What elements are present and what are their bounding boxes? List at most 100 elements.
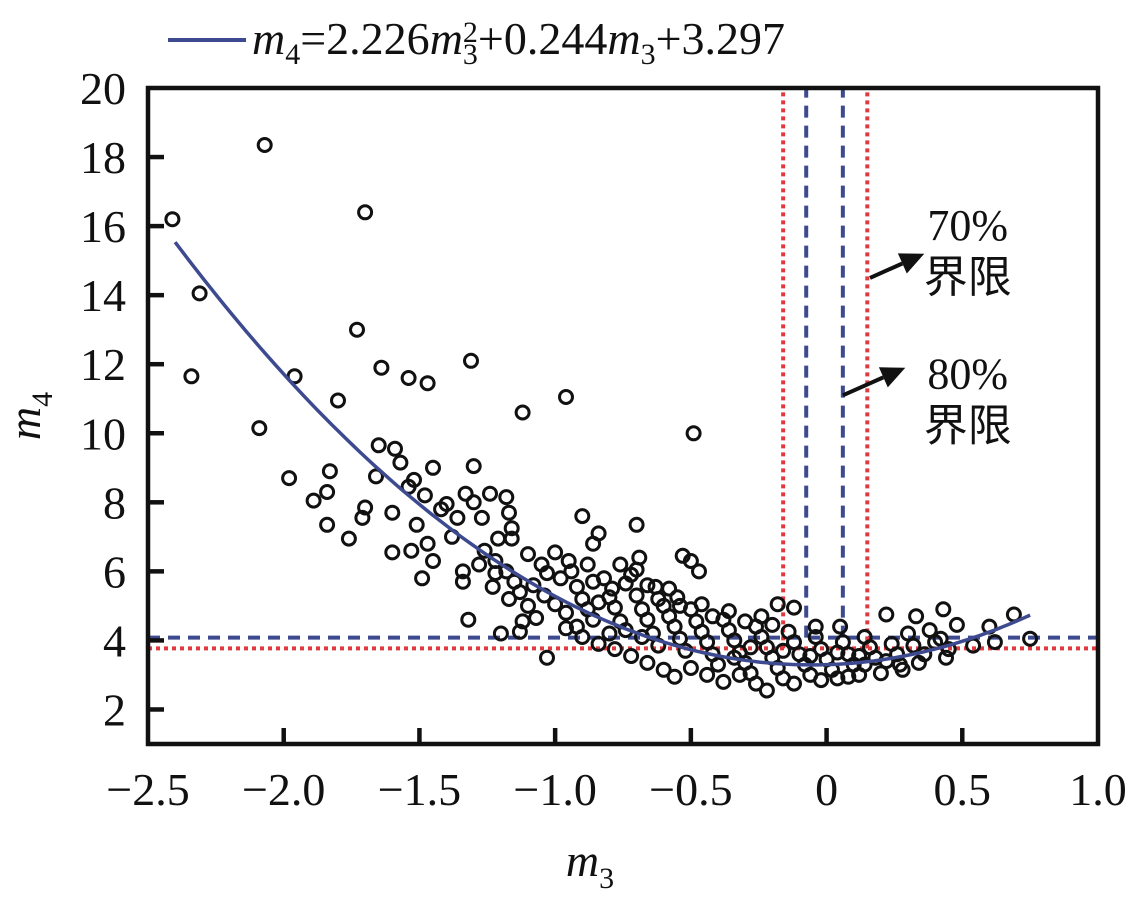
data-point bbox=[832, 618, 849, 635]
x-tick-label: −2.0 bbox=[242, 764, 325, 815]
data-point bbox=[666, 668, 683, 685]
data-point bbox=[802, 648, 819, 664]
data-point bbox=[501, 504, 517, 521]
data-point bbox=[628, 516, 645, 533]
data-point bbox=[628, 587, 645, 604]
data-point bbox=[682, 660, 699, 676]
scatter-points bbox=[164, 137, 1039, 699]
y-tick-label: 14 bbox=[80, 270, 126, 321]
data-point bbox=[601, 625, 618, 642]
data-point bbox=[438, 496, 455, 512]
data-point bbox=[492, 625, 509, 642]
data-point bbox=[786, 599, 802, 616]
data-point bbox=[501, 591, 517, 607]
data-point bbox=[392, 454, 409, 471]
annotation-text: 80% bbox=[927, 349, 1008, 398]
data-point bbox=[487, 553, 504, 569]
data-point bbox=[604, 580, 621, 597]
data-point bbox=[691, 563, 707, 580]
data-point bbox=[715, 673, 732, 690]
x-axis-title-main: m bbox=[566, 835, 599, 886]
y-tick-label: 2 bbox=[103, 684, 126, 735]
data-point bbox=[552, 570, 569, 587]
data-point bbox=[894, 661, 911, 678]
data-point bbox=[753, 608, 770, 625]
data-point bbox=[628, 561, 645, 578]
data-point bbox=[685, 425, 702, 442]
data-point bbox=[286, 368, 303, 385]
arrow-icon bbox=[842, 375, 885, 398]
data-point bbox=[463, 352, 479, 369]
x-axis: −2.5 −2.0 −1.5 −1.0 −0.5 0 0.5 1.0 bbox=[106, 728, 1127, 815]
data-point bbox=[606, 641, 623, 658]
arrow-head-icon bbox=[878, 367, 906, 388]
data-point bbox=[408, 516, 425, 533]
data-point bbox=[319, 516, 336, 533]
legend-label-part: 4 bbox=[285, 38, 300, 71]
data-point bbox=[340, 530, 357, 547]
data-point bbox=[786, 675, 802, 692]
data-point bbox=[878, 606, 895, 623]
data-point bbox=[482, 485, 498, 502]
data-point bbox=[357, 499, 374, 516]
data-point bbox=[807, 618, 824, 635]
data-point bbox=[457, 485, 474, 502]
x-axis-title-subscript: 3 bbox=[599, 862, 614, 895]
data-point bbox=[251, 420, 268, 437]
data-point bbox=[528, 610, 545, 626]
data-point bbox=[400, 370, 417, 386]
data-point bbox=[319, 484, 336, 500]
data-point bbox=[623, 648, 640, 664]
data-point bbox=[737, 613, 754, 630]
data-point bbox=[547, 544, 564, 561]
data-point bbox=[560, 553, 577, 569]
arrow-icon bbox=[869, 261, 904, 280]
legend-label-part: m bbox=[252, 13, 285, 64]
data-point bbox=[720, 603, 737, 620]
legend-label-part: 3 bbox=[641, 38, 656, 71]
y-tick-label: 12 bbox=[80, 339, 126, 390]
data-point bbox=[682, 553, 699, 569]
data-point bbox=[406, 471, 422, 488]
legend-label-part: m bbox=[607, 13, 640, 64]
data-point bbox=[829, 644, 846, 661]
data-point bbox=[454, 573, 471, 590]
annotations: 70%界限 80% 界限 bbox=[842, 201, 1012, 450]
data-point bbox=[460, 611, 477, 628]
data-point bbox=[590, 525, 607, 542]
y-axis-title-subscript: 4 bbox=[26, 392, 59, 407]
data-point bbox=[742, 639, 759, 656]
data-point bbox=[639, 611, 656, 628]
y-axis-title: m4 bbox=[0, 392, 59, 440]
data-point bbox=[704, 608, 721, 625]
data-point bbox=[465, 458, 482, 475]
data-point bbox=[650, 591, 667, 607]
legend-label-part: 2 bbox=[463, 16, 478, 49]
data-point bbox=[905, 637, 922, 654]
data-point bbox=[731, 666, 748, 683]
data-point bbox=[813, 672, 830, 689]
data-point bbox=[354, 509, 371, 526]
data-point bbox=[419, 375, 436, 392]
data-point bbox=[387, 440, 403, 457]
data-point bbox=[520, 597, 536, 614]
data-point bbox=[465, 494, 482, 511]
annotation-text: 界限 bbox=[924, 253, 1012, 302]
data-point bbox=[305, 492, 322, 509]
data-point bbox=[710, 656, 726, 673]
data-point bbox=[525, 577, 542, 594]
data-point bbox=[520, 546, 536, 563]
data-point bbox=[419, 535, 436, 552]
data-point bbox=[932, 630, 949, 647]
y-tick-label: 6 bbox=[103, 546, 126, 597]
data-point bbox=[164, 211, 181, 228]
y-axis-title-main: m bbox=[0, 407, 50, 440]
data-point bbox=[1022, 630, 1039, 647]
data-point bbox=[606, 599, 623, 616]
legend-label-part: +0.244 bbox=[478, 13, 607, 64]
data-point bbox=[256, 137, 273, 153]
y-tick-label: 4 bbox=[103, 615, 126, 666]
data-point bbox=[585, 573, 602, 590]
limit-annotation: 70%界限 bbox=[869, 201, 1012, 302]
